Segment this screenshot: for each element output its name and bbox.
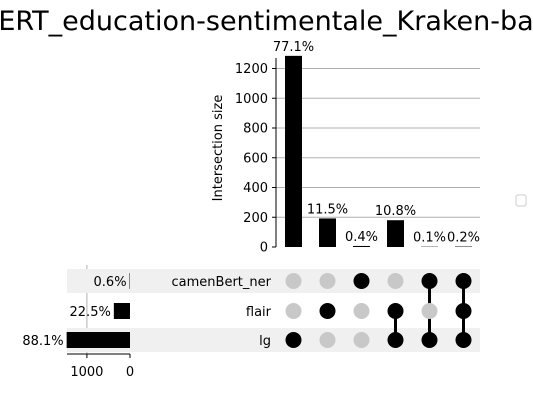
bar-percent-label: 11.5%	[307, 202, 348, 217]
set-label: flair	[246, 305, 272, 320]
y-axis: 0 200 400 600 800 1000 1200	[235, 58, 277, 256]
membership-dot-inactive	[353, 303, 370, 319]
membership-matrix	[285, 273, 472, 348]
row-shade-band	[67, 328, 480, 352]
set-size-tick-label: 0	[126, 365, 134, 380]
y-axis-label: Intersection size	[211, 95, 226, 202]
membership-dot-inactive	[353, 332, 370, 348]
membership-dot-active	[455, 273, 472, 289]
set-label: camenBert_ner	[172, 275, 272, 290]
bar-percent-label: 0.1%	[413, 231, 446, 246]
membership-dot-inactive	[285, 273, 302, 289]
y-tick-label: 0	[260, 241, 268, 256]
intersection-bar	[285, 55, 302, 248]
membership-dot-active	[285, 332, 302, 348]
set-size-percent-label: 22.5%	[70, 305, 111, 320]
row-shade-band	[67, 269, 480, 293]
membership-dot-inactive	[421, 303, 438, 319]
intersection-bar	[387, 220, 404, 247]
y-tick-label: 800	[243, 122, 268, 137]
intersection-bar	[319, 218, 336, 247]
set-size-bar	[113, 303, 130, 319]
membership-dot-active	[319, 303, 336, 319]
bar-percent-label: 0.4%	[345, 230, 378, 245]
gridlines	[86, 68, 480, 355]
y-tick-label: 1000	[235, 92, 268, 107]
intersection-bar	[353, 245, 370, 247]
membership-dot-active	[421, 332, 438, 348]
membership-dot-inactive	[319, 332, 336, 348]
membership-dot-inactive	[285, 303, 302, 319]
bar-percent-label: 0.2%	[447, 231, 480, 246]
set-size-tick-label: 1000	[70, 365, 103, 380]
set-size-percent-label: 88.1%	[22, 334, 63, 349]
matrix-row-shading	[67, 269, 480, 352]
legend-box	[515, 194, 527, 207]
y-tick-label: 1200	[235, 62, 268, 77]
membership-dot-inactive	[387, 273, 404, 289]
set-size-percent-label: 0.6%	[94, 275, 127, 290]
membership-dot-active	[421, 273, 438, 289]
bar-percent-label: 10.8%	[375, 204, 416, 219]
chart-title: ERT_education-sentimentale_Kraken-ba	[0, 6, 533, 37]
membership-dot-active	[455, 332, 472, 348]
set-label: lg	[259, 334, 271, 349]
y-tick-label: 400	[243, 181, 268, 196]
set-size-bar	[66, 332, 130, 348]
legend	[515, 194, 527, 207]
y-tick-label: 200	[243, 211, 268, 226]
membership-dot-active	[353, 273, 370, 289]
membership-dot-active	[387, 332, 404, 348]
y-tick-label: 600	[243, 151, 268, 166]
membership-dot-inactive	[319, 273, 336, 289]
membership-dot-active	[387, 303, 404, 319]
intersection-bars: 77.1% 11.5% 0.4% 10.8% 0.1% 0.2%	[273, 40, 480, 248]
membership-dot-active	[455, 303, 472, 319]
bar-percent-label: 77.1%	[273, 40, 314, 55]
set-size-bars: 0.6% 22.5% 88.1% 1000 0	[22, 273, 134, 380]
